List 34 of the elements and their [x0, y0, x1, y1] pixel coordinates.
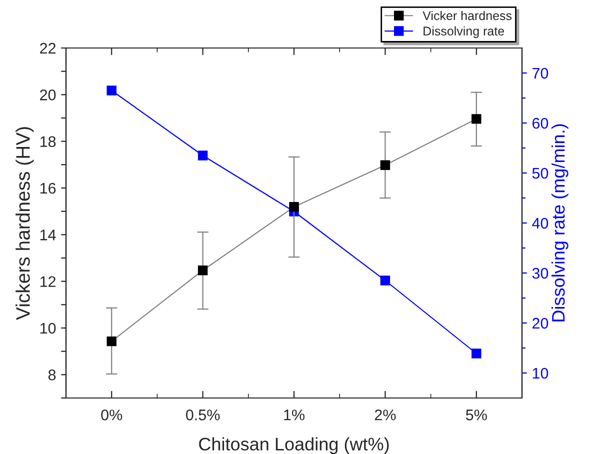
point [380, 160, 390, 170]
y-tick-label: 22 [40, 42, 56, 54]
x-axis-title: Chitosan Loading (wt%) [199, 437, 389, 454]
y-tick-label: 14 [40, 230, 56, 240]
legend-label: Vicker hardness [422, 10, 512, 20]
y-tick-label: 10 [40, 322, 56, 334]
legend-label: Dissolving rate [424, 26, 504, 38]
point [198, 150, 208, 160]
y-tick-label: 12 [40, 276, 56, 287]
y-tick-label: 20 [40, 90, 56, 100]
x-tick-label: 1% [284, 410, 304, 420]
y2-tick-label: 50 [532, 168, 548, 179]
y2-tick-label: 10 [532, 368, 548, 379]
y2-tick-label: 20 [532, 318, 548, 329]
point [198, 266, 208, 276]
point [289, 202, 299, 212]
point [472, 114, 482, 124]
point [380, 276, 390, 286]
y2-tick-label: 60 [532, 118, 548, 129]
point [106, 86, 116, 96]
x-tick-label: 5% [466, 410, 487, 420]
x-tick-label: 0% [101, 410, 122, 420]
point [472, 348, 482, 358]
y2-tick-label: 40 [532, 218, 548, 229]
y2-axis-title: Dissolving rate (mg/min.) [551, 124, 568, 322]
y2-tick-label: 70 [532, 68, 548, 79]
x-tick-label: 2% [374, 410, 396, 420]
y-tick-label: 16 [40, 182, 56, 194]
x-tick-label: 0.5% [186, 410, 220, 420]
y-tick-label: 18 [40, 136, 56, 148]
y-tick-label: 8 [48, 370, 56, 380]
y2-tick-label: 30 [532, 268, 548, 279]
point [106, 336, 116, 346]
y-axis-title: Vickers hardness (HV) [16, 127, 34, 320]
